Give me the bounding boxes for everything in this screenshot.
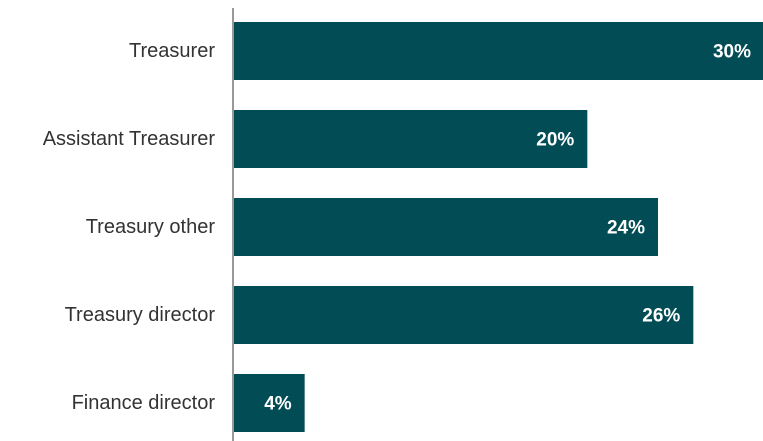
bar-finance-director	[234, 374, 305, 432]
data-label-finance-director: 4%	[264, 394, 292, 415]
category-label-assistant-treasurer: Assistant Treasurer	[43, 128, 216, 150]
category-label-treasurer: Treasurer	[129, 40, 215, 62]
bar-treasury-director	[234, 286, 694, 344]
category-label-treasury-other: Treasury other	[86, 216, 216, 238]
data-label-assistant-treasurer: 20%	[536, 130, 574, 151]
bar-treasury-other	[234, 198, 658, 256]
category-label-treasury-director: Treasury director	[65, 304, 216, 326]
bar-treasurer	[234, 22, 763, 80]
data-label-treasury-other: 24%	[607, 218, 645, 239]
data-label-treasury-director: 26%	[642, 306, 680, 327]
category-label-finance-director: Finance director	[72, 392, 216, 414]
data-label-treasurer: 30%	[713, 42, 751, 63]
bar-assistant-treasurer	[234, 110, 588, 168]
